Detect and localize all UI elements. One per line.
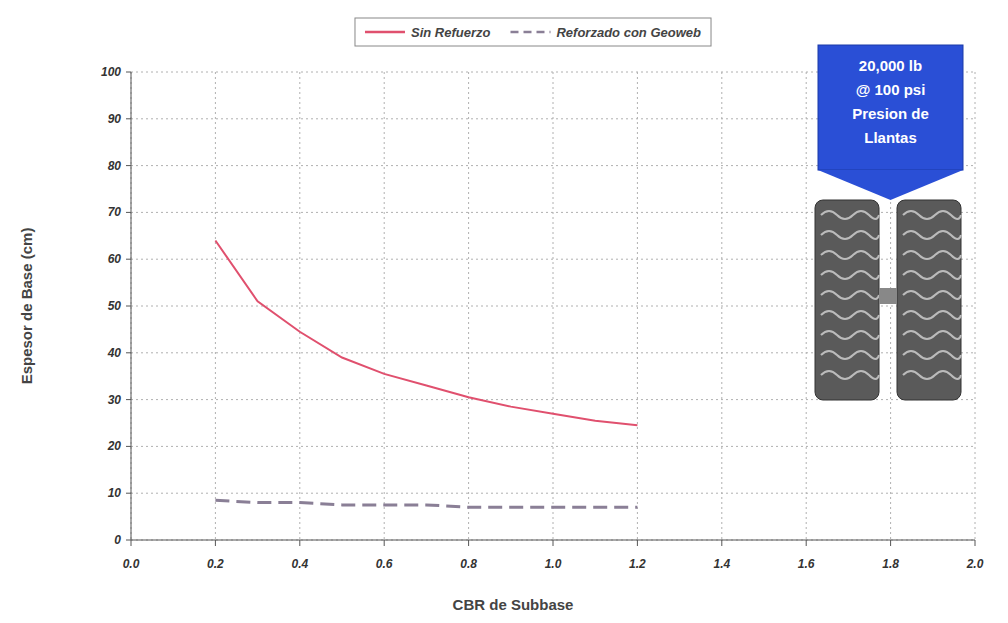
- tick: [890, 540, 891, 546]
- grid-line: [215, 72, 216, 540]
- series-line: [215, 500, 637, 507]
- tire-tread: [903, 291, 961, 299]
- tire-tread: [821, 291, 879, 299]
- tire: [897, 200, 961, 400]
- annotation-text: @ 100 psi: [856, 81, 926, 98]
- tire-tread: [903, 371, 961, 379]
- tick: [215, 540, 216, 546]
- tire-tread: [903, 331, 961, 339]
- tire-tread: [821, 251, 879, 259]
- x-axis: [131, 540, 975, 541]
- tick-label: 1.6: [798, 557, 815, 571]
- tick: [384, 540, 385, 546]
- tick: [126, 72, 131, 73]
- tick: [468, 540, 469, 546]
- tire-tread: [821, 331, 879, 339]
- y-axis-title: Espesor de Base (cm): [18, 228, 35, 385]
- tick-label: 1.4: [713, 557, 730, 571]
- grid-line: [131, 446, 975, 447]
- x-axis-title: CBR de Subbase: [453, 596, 574, 613]
- annotation-box: [818, 45, 963, 170]
- grid-line: [553, 72, 554, 540]
- plot-area: [215, 240, 637, 507]
- tire-tread: [903, 231, 961, 239]
- tick: [126, 399, 131, 400]
- tire-tread: [903, 351, 961, 359]
- tick-label: 60: [108, 252, 122, 266]
- tick: [126, 118, 131, 119]
- tick-label: 0.2: [207, 557, 224, 571]
- tire-tread: [821, 311, 879, 319]
- grid-line: [975, 72, 976, 540]
- axle: [879, 288, 897, 304]
- tick-label: 30: [108, 393, 122, 407]
- tick-label: 10: [108, 486, 122, 500]
- grid-line: [131, 72, 132, 540]
- legend-box: [355, 18, 711, 46]
- tick: [131, 540, 132, 546]
- tick: [721, 540, 722, 546]
- tick-label: 90: [108, 112, 122, 126]
- tick: [126, 165, 131, 166]
- tick: [126, 259, 131, 260]
- tick-label: 0.6: [376, 557, 393, 571]
- grid-line: [806, 72, 807, 540]
- tick: [299, 540, 300, 546]
- tick: [806, 540, 807, 546]
- tick-label: 100: [101, 65, 121, 79]
- tick-label: 0.0: [123, 557, 140, 571]
- tick-label: 1.0: [545, 557, 562, 571]
- tick: [126, 306, 131, 307]
- tick-label: 1.2: [629, 557, 646, 571]
- tick: [975, 540, 976, 546]
- y-axis: [131, 72, 132, 540]
- tire-tread: [821, 211, 879, 219]
- annotation-arrow: [818, 170, 963, 200]
- tire-tread: [903, 211, 961, 219]
- grid-line: [468, 72, 469, 540]
- grid-line: [637, 72, 638, 540]
- annotation-text: Presion de: [852, 105, 929, 122]
- tick-label: 0.8: [460, 557, 477, 571]
- tick-label: 20: [107, 439, 122, 453]
- tick-label: 0: [114, 533, 121, 547]
- series-line: [215, 240, 637, 425]
- tire-tread: [903, 311, 961, 319]
- tick: [126, 540, 131, 541]
- tick-label: 70: [108, 205, 122, 219]
- legend-swatch: [510, 31, 550, 34]
- annotation-text: Llantas: [864, 129, 917, 146]
- tick: [126, 352, 131, 353]
- tick: [126, 212, 131, 213]
- tick-label: 40: [107, 346, 122, 360]
- tick: [126, 493, 131, 494]
- tire-tread: [821, 271, 879, 279]
- tick: [553, 540, 554, 546]
- tick-label: 80: [108, 159, 122, 173]
- tire-tread: [821, 351, 879, 359]
- legend-label: Sin Refuerzo: [411, 25, 491, 40]
- legend: Sin Refuerzo Reforzado con Geoweb: [355, 18, 711, 46]
- annotation: 20,000 lb @ 100 psi Presion de Llantas: [815, 45, 963, 400]
- annotation-text: 20,000 lb: [859, 57, 922, 74]
- tire-tread: [903, 251, 961, 259]
- grid-line: [721, 72, 722, 540]
- tick-label: 2.0: [966, 557, 984, 571]
- tick: [637, 540, 638, 546]
- tick: [126, 446, 131, 447]
- tick-label: 0.4: [291, 557, 308, 571]
- tick-label: 1.8: [882, 557, 899, 571]
- tire-tread: [903, 271, 961, 279]
- tire: [815, 200, 879, 400]
- grid-line: [131, 540, 975, 541]
- grid-line: [299, 72, 300, 540]
- legend-label: Reforzado con Geoweb: [556, 25, 701, 40]
- grid-line: [384, 72, 385, 540]
- chart: 0 10 20 30 40 50 60 70 80 90 100 0.0 0.2 0.4 0.6 0.8 1.0…: [0, 0, 1008, 623]
- tire-tread: [821, 371, 879, 379]
- legend-swatch: [365, 31, 405, 34]
- tire-tread: [821, 231, 879, 239]
- tick-label: 50: [108, 299, 122, 313]
